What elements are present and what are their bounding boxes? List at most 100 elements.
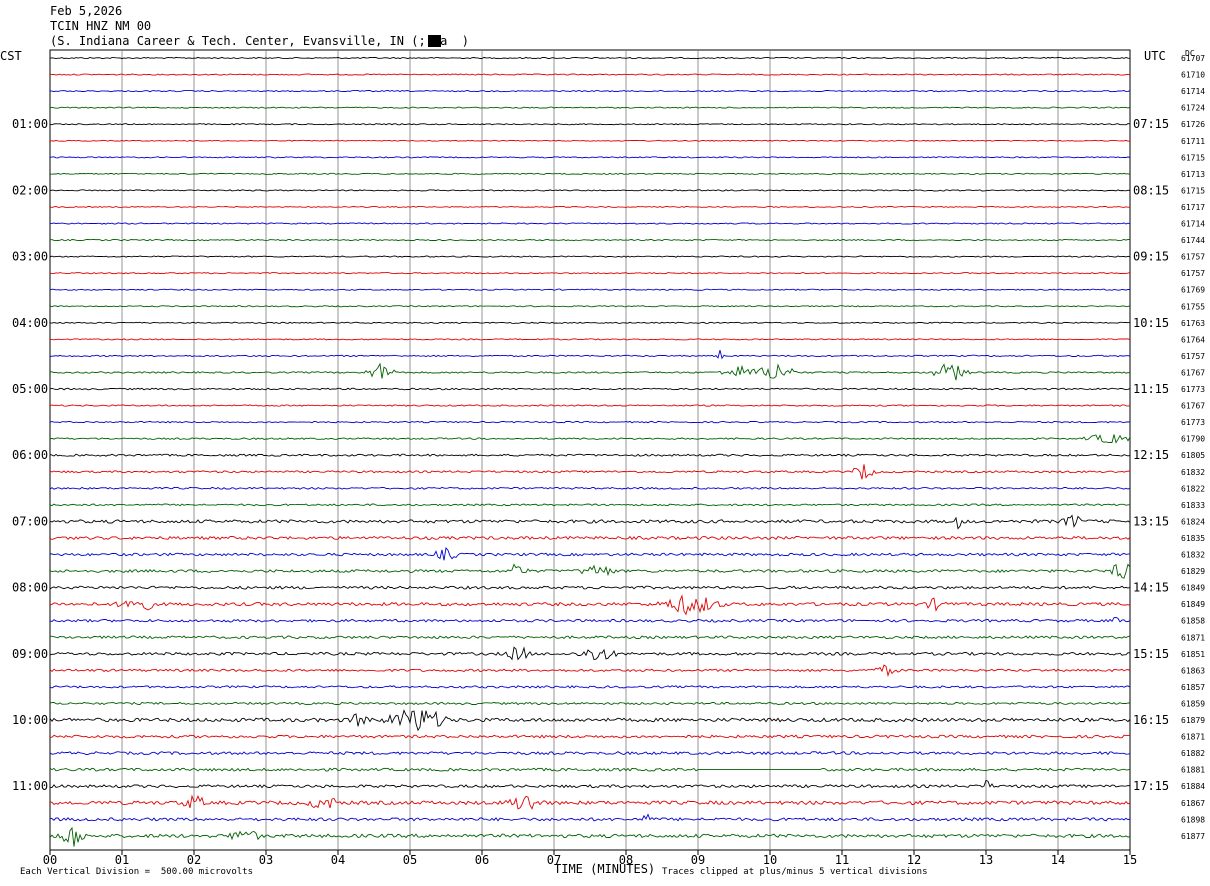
trace-row-10	[49, 222, 1131, 225]
x-tick-label: 09	[691, 853, 705, 867]
plot-frame	[49, 49, 1131, 851]
x-tick-label: 03	[259, 853, 273, 867]
trace-row-8	[49, 189, 1131, 192]
dc-offset-label: 61832	[1181, 468, 1205, 477]
dc-offset-label: 61805	[1181, 451, 1205, 460]
dc-offset-label: 61833	[1181, 501, 1205, 510]
dc-offset-label: 61898	[1181, 815, 1205, 824]
trace-row-37	[49, 664, 1131, 678]
header-date: Feb 5,2026	[50, 4, 123, 18]
trace-row-30	[49, 546, 1131, 561]
location-redacted-mark	[428, 35, 441, 47]
dc-offset-label: 61790	[1181, 435, 1205, 444]
trace-row-44	[49, 779, 1131, 789]
dc-offset-label: 61744	[1181, 236, 1205, 245]
dc-offset-label: 61881	[1181, 766, 1205, 775]
dc-offset-label: 61763	[1181, 319, 1205, 328]
trace-row-5	[49, 139, 1131, 142]
dc-offset-label: 61710	[1181, 71, 1205, 80]
x-tick-label: 07	[547, 853, 561, 867]
trace-row-36	[49, 646, 1131, 661]
dc-offset-label: 61879	[1181, 716, 1205, 725]
left-hour-label: 07:00	[12, 514, 48, 528]
trace-row-23	[49, 434, 1131, 444]
dc-offset-label: 61849	[1181, 600, 1205, 609]
x-tick-label: 02	[187, 853, 201, 867]
left-hour-label: 10:00	[12, 713, 48, 727]
right-hour-label: 17:15	[1133, 779, 1169, 793]
x-tick-label: 13	[979, 853, 993, 867]
right-hour-label: 16:15	[1133, 713, 1169, 727]
dc-offset-label: 61711	[1181, 137, 1205, 146]
x-tick-label: 06	[475, 853, 489, 867]
left-hour-label: 09:00	[12, 647, 48, 661]
trace-row-31	[49, 563, 1131, 579]
trace-row-7	[49, 172, 1131, 175]
right-hour-label: 12:15	[1133, 448, 1169, 462]
trace-row-32	[49, 585, 1131, 590]
dc-offset-label: 61851	[1181, 650, 1205, 659]
trace-row-0	[49, 56, 1131, 60]
dc-offset-label: 61829	[1181, 567, 1205, 576]
x-axis-label: TIME (MINUTES)	[554, 862, 656, 876]
trace-row-22	[49, 420, 1131, 424]
trace-row-4	[49, 123, 1131, 126]
dc-offset-label: 61726	[1181, 120, 1205, 129]
grid-layer	[49, 49, 1131, 855]
trace-row-13	[49, 272, 1131, 275]
trace-row-1	[49, 73, 1131, 76]
trace-row-38	[49, 685, 1131, 689]
dc-offset-label: 61858	[1181, 617, 1205, 626]
dc-offset-label: 61757	[1181, 269, 1205, 278]
scale-note: Each Vertical Division = 500.00 microvol…	[20, 867, 253, 877]
trace-row-3	[49, 106, 1131, 109]
dc-offset-label: 61832	[1181, 551, 1205, 560]
x-tick-label: 05	[403, 853, 417, 867]
dc-offset-label: 61871	[1181, 633, 1205, 642]
trace-row-47	[49, 826, 1131, 847]
right-hour-label: 14:15	[1133, 581, 1169, 595]
dc-offset-label: 61714	[1181, 87, 1205, 96]
trace-row-11	[49, 238, 1131, 242]
header-location: (S. Indiana Career & Tech. Center, Evans…	[50, 34, 470, 48]
x-tick-label: 12	[907, 853, 921, 867]
trace-row-34	[49, 617, 1131, 623]
trace-row-2	[49, 89, 1131, 93]
dc-offset-label: 61764	[1181, 335, 1205, 344]
label-layer: 00 01 02 03 04 05 06 07 08 09 10 11 12 13 14 15 61707 617…	[12, 54, 1205, 867]
dc-offset-label: 61849	[1181, 584, 1205, 593]
trace-row-16	[49, 321, 1131, 324]
dc-offset-label: 61773	[1181, 385, 1205, 394]
trace-row-25	[49, 464, 1131, 480]
trace-row-19	[49, 362, 1131, 381]
trace-row-6	[49, 156, 1131, 159]
dc-offset-label: 61707	[1181, 54, 1205, 63]
trace-row-40	[49, 709, 1131, 732]
dc-offset-label: 61755	[1181, 302, 1205, 311]
left-hour-label: 04:00	[12, 316, 48, 330]
dc-offset-label: 61882	[1181, 749, 1205, 758]
dc-column-label: DC	[1185, 49, 1195, 58]
trace-row-20	[49, 387, 1131, 391]
trace-row-29	[49, 535, 1131, 541]
x-tick-label: 01	[115, 853, 129, 867]
x-tick-label: 11	[835, 853, 849, 867]
dc-offset-label: 61757	[1181, 352, 1205, 361]
x-tick-label: 10	[763, 853, 777, 867]
dc-offset-label: 61871	[1181, 733, 1205, 742]
trace-row-17	[49, 338, 1131, 341]
dc-offset-label: 61714	[1181, 220, 1205, 229]
dc-offset-label: 61769	[1181, 286, 1205, 295]
trace-row-24	[49, 453, 1131, 457]
dc-offset-label: 61715	[1181, 153, 1205, 162]
right-hour-label: 10:15	[1133, 316, 1169, 330]
right-hour-label: 15:15	[1133, 647, 1169, 661]
dc-offset-label: 61859	[1181, 699, 1205, 708]
trace-row-41	[49, 734, 1131, 739]
trace-layer	[49, 56, 1131, 847]
dc-offset-label: 61824	[1181, 517, 1205, 526]
dc-offset-label: 61822	[1181, 484, 1205, 493]
trace-row-45	[49, 794, 1131, 810]
left-hour-label: 02:00	[12, 183, 48, 197]
